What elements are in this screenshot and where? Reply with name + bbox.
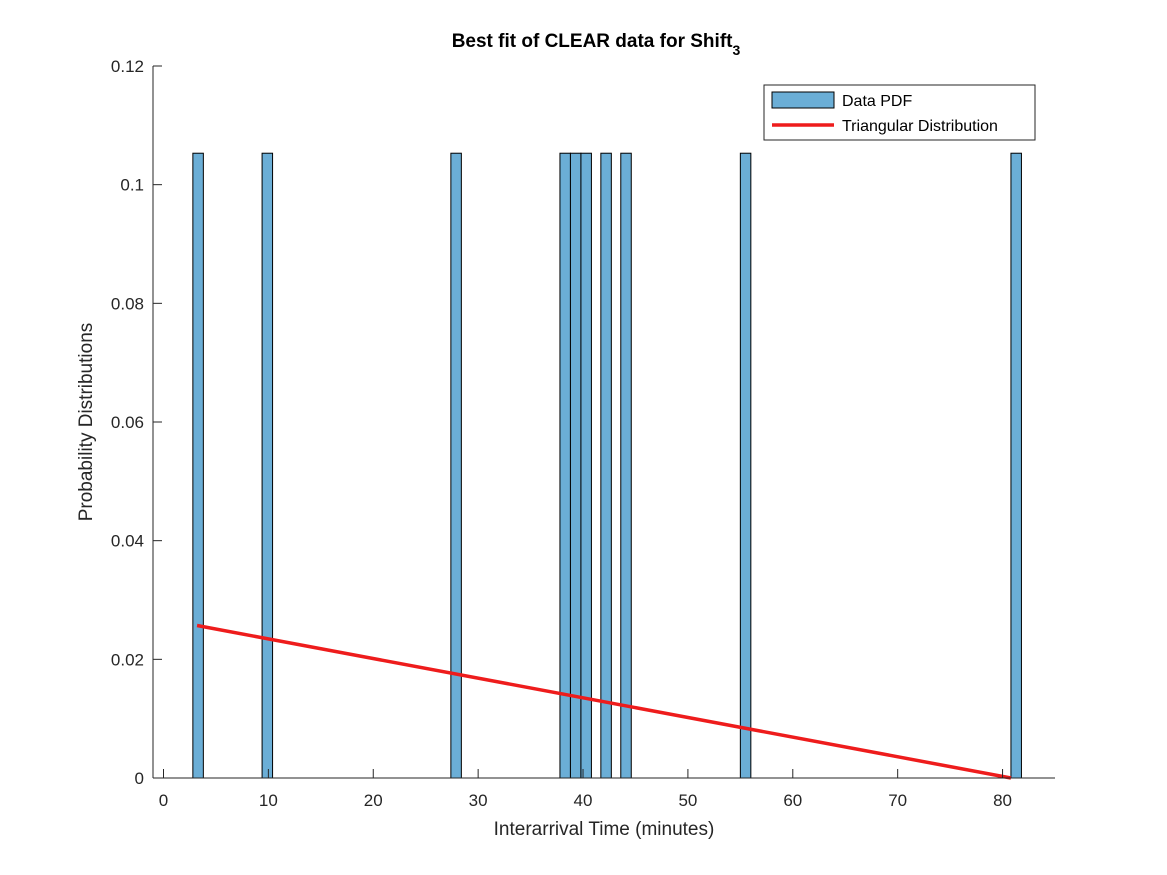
bar-10 bbox=[1010, 152, 1022, 779]
y-tick-label-6: 0.12 bbox=[111, 57, 144, 76]
chart-title-subscript: 3 bbox=[732, 42, 740, 58]
bar-7 bbox=[600, 152, 612, 779]
x-tick-label-60: 60 bbox=[783, 791, 802, 810]
x-axis-label: Interarrival Time (minutes) bbox=[494, 819, 715, 840]
x-tick-label-80: 80 bbox=[993, 791, 1012, 810]
x-tick-label-40: 40 bbox=[574, 791, 593, 810]
legend-label-data-pdf: Data PDF bbox=[842, 93, 912, 110]
bar-1 bbox=[192, 152, 204, 779]
y-tick-label-4: 0.08 bbox=[111, 294, 144, 313]
bar-5 bbox=[569, 152, 582, 779]
bar-8 bbox=[620, 152, 632, 779]
plot-area bbox=[192, 152, 1022, 780]
legend: Data PDF Triangular Distribution bbox=[763, 84, 1036, 141]
y-tick-label-2: 0.04 bbox=[111, 532, 144, 551]
chart-title: Best fit of CLEAR data for Shift3 bbox=[452, 31, 741, 58]
x-tick-label-70: 70 bbox=[888, 791, 907, 810]
y-tick-label-5: 0.1 bbox=[120, 176, 144, 195]
bar-6 bbox=[580, 152, 592, 779]
x-tick-label-50: 50 bbox=[678, 791, 697, 810]
x-tick-label-0: 0 bbox=[159, 791, 168, 810]
y-tick-label-1: 0.02 bbox=[111, 650, 144, 669]
y-axis-label: Probability Distributions bbox=[76, 323, 97, 522]
bar-4 bbox=[559, 152, 571, 779]
triangular-distribution-line bbox=[196, 623, 1012, 780]
bar-2 bbox=[261, 152, 274, 779]
bar-9 bbox=[739, 152, 752, 779]
legend-swatch-data-pdf bbox=[771, 91, 835, 109]
legend-label-triangular-distribution: Triangular Distribution bbox=[842, 118, 998, 135]
y-tick-label-0: 0 bbox=[135, 769, 144, 788]
bar-3 bbox=[450, 152, 462, 779]
x-axis-ticks: 0 10 20 30 40 50 60 70 80 bbox=[159, 769, 1012, 810]
y-axis-ticks: 0 0.02 0.04 0.06 0.08 0.1 0.12 bbox=[111, 57, 162, 788]
x-tick-label-10: 10 bbox=[259, 791, 278, 810]
y-tick-label-3: 0.06 bbox=[111, 413, 144, 432]
chart-title-text: Best fit of CLEAR data for Shift bbox=[452, 31, 733, 52]
x-tick-label-30: 30 bbox=[469, 791, 488, 810]
x-tick-label-20: 20 bbox=[364, 791, 383, 810]
